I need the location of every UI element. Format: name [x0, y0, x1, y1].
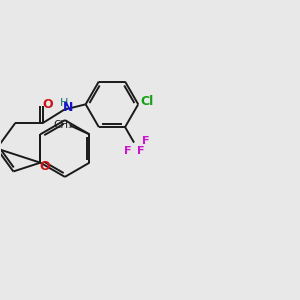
Text: N: N: [63, 101, 74, 114]
Text: Cl: Cl: [140, 95, 153, 108]
Text: O: O: [40, 160, 50, 173]
Text: F: F: [142, 136, 150, 146]
Text: F: F: [137, 146, 144, 156]
Text: F: F: [124, 146, 131, 156]
Text: H: H: [59, 98, 68, 108]
Text: CH₃: CH₃: [54, 120, 73, 130]
Text: O: O: [43, 98, 53, 111]
